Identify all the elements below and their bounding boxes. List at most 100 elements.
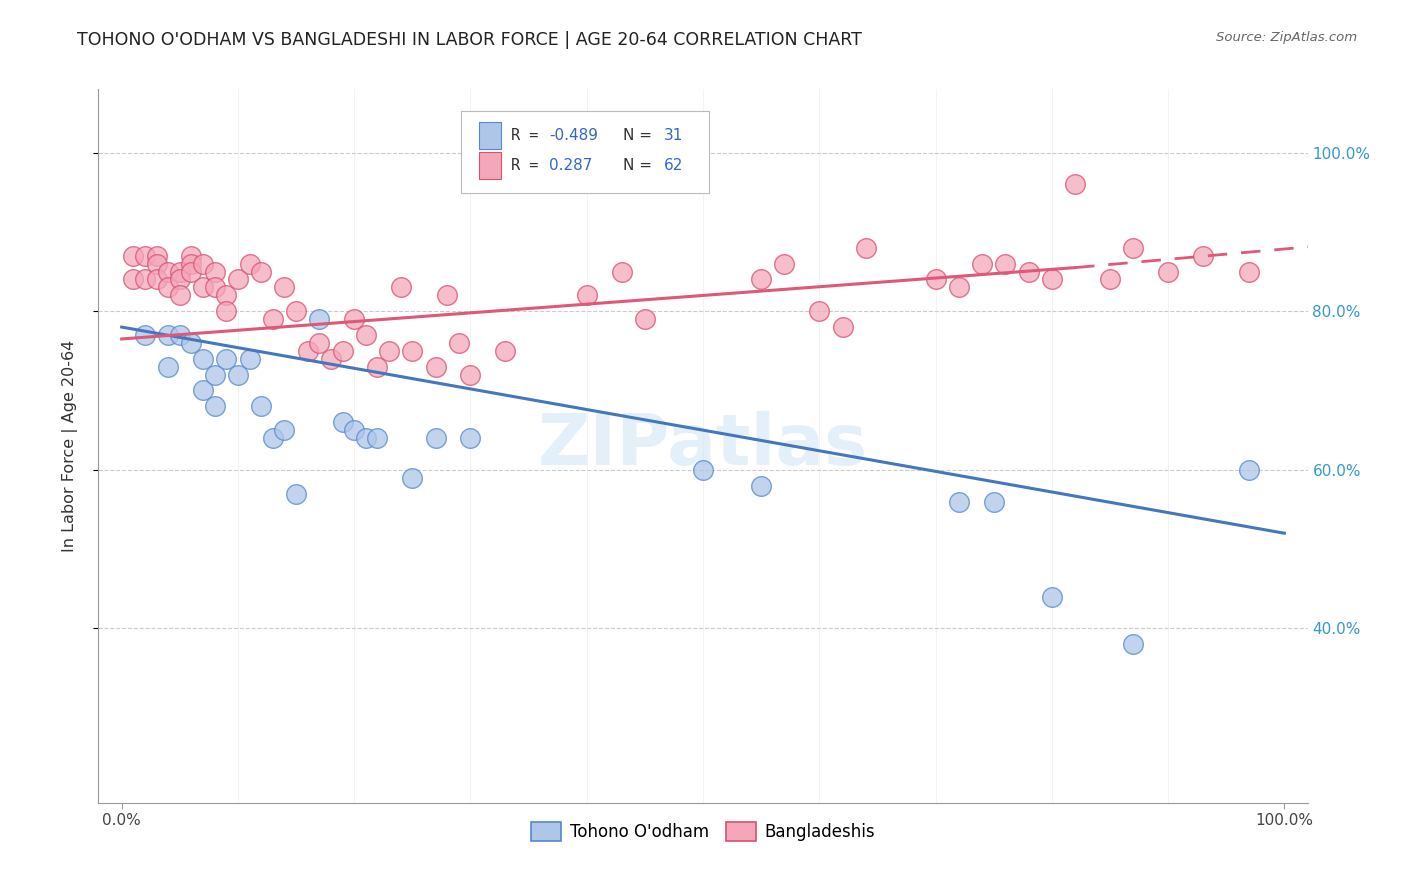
Point: [948, 494, 970, 508]
Point: [204, 368, 226, 382]
Point: [250, 400, 273, 414]
Point: [436, 288, 458, 302]
Point: [1122, 241, 1144, 255]
Point: [354, 328, 377, 343]
Point: [157, 264, 180, 278]
Point: [970, 257, 993, 271]
Point: [447, 335, 470, 350]
Point: [1239, 463, 1261, 477]
Point: [994, 257, 1017, 271]
FancyBboxPatch shape: [461, 111, 709, 193]
Point: [1157, 264, 1180, 278]
Point: [1018, 264, 1040, 278]
Point: [169, 264, 191, 278]
Point: [204, 264, 226, 278]
Point: [389, 280, 412, 294]
Point: [180, 257, 202, 271]
Point: [226, 272, 249, 286]
Point: [134, 249, 156, 263]
Point: [319, 351, 342, 366]
Point: [354, 431, 377, 445]
Point: [308, 312, 330, 326]
Point: [1122, 637, 1144, 651]
Point: [157, 328, 180, 343]
Point: [692, 463, 714, 477]
Point: [204, 280, 226, 294]
Point: [250, 264, 273, 278]
Point: [145, 249, 167, 263]
Point: [191, 351, 214, 366]
Text: R =: R =: [510, 128, 547, 143]
Point: [169, 288, 191, 302]
Point: [122, 249, 145, 263]
Text: ZIPatlas: ZIPatlas: [538, 411, 868, 481]
Point: [191, 257, 214, 271]
Point: [134, 328, 156, 343]
Point: [169, 328, 191, 343]
Point: [460, 431, 482, 445]
Point: [262, 431, 284, 445]
Point: [204, 400, 226, 414]
Point: [285, 486, 308, 500]
Y-axis label: In Labor Force | Age 20-64: In Labor Force | Age 20-64: [62, 340, 77, 552]
Point: [494, 343, 516, 358]
Text: R =: R =: [510, 158, 547, 173]
Point: [215, 288, 238, 302]
Point: [145, 257, 167, 271]
Point: [191, 384, 214, 398]
Point: [749, 272, 772, 286]
Text: -0.489: -0.489: [550, 128, 599, 143]
Text: Source: ZipAtlas.com: Source: ZipAtlas.com: [1216, 31, 1357, 45]
Point: [273, 423, 295, 437]
Point: [145, 272, 167, 286]
Point: [332, 343, 354, 358]
Point: [808, 304, 831, 318]
Point: [378, 343, 401, 358]
Point: [401, 343, 423, 358]
Point: [575, 288, 598, 302]
FancyBboxPatch shape: [479, 122, 501, 149]
Point: [343, 312, 366, 326]
Point: [134, 272, 156, 286]
Point: [366, 359, 388, 374]
Point: [262, 312, 284, 326]
Point: [297, 343, 319, 358]
Point: [191, 280, 214, 294]
Point: [169, 272, 191, 286]
Point: [1040, 590, 1063, 604]
Point: [948, 280, 970, 294]
Point: [180, 249, 202, 263]
Point: [157, 280, 180, 294]
Text: N =: N =: [623, 128, 657, 143]
Text: 31: 31: [664, 128, 683, 143]
Point: [773, 257, 796, 271]
Point: [749, 478, 772, 492]
Point: [924, 272, 946, 286]
Point: [1098, 272, 1121, 286]
FancyBboxPatch shape: [479, 152, 501, 179]
Point: [273, 280, 295, 294]
Point: [610, 264, 633, 278]
Point: [215, 304, 238, 318]
Point: [180, 264, 202, 278]
Point: [425, 359, 447, 374]
Text: 0.287: 0.287: [550, 158, 593, 173]
Point: [983, 494, 1005, 508]
Point: [343, 423, 366, 437]
Point: [308, 335, 330, 350]
Point: [1192, 249, 1215, 263]
Point: [831, 320, 853, 334]
Point: [226, 368, 249, 382]
Text: 62: 62: [664, 158, 683, 173]
Point: [180, 335, 202, 350]
Point: [634, 312, 657, 326]
Point: [1064, 178, 1087, 192]
Point: [122, 272, 145, 286]
Text: TOHONO O'ODHAM VS BANGLADESHI IN LABOR FORCE | AGE 20-64 CORRELATION CHART: TOHONO O'ODHAM VS BANGLADESHI IN LABOR F…: [77, 31, 862, 49]
Point: [425, 431, 447, 445]
Point: [239, 257, 262, 271]
Point: [332, 415, 354, 429]
Point: [157, 359, 180, 374]
Point: [460, 368, 482, 382]
Point: [239, 351, 262, 366]
